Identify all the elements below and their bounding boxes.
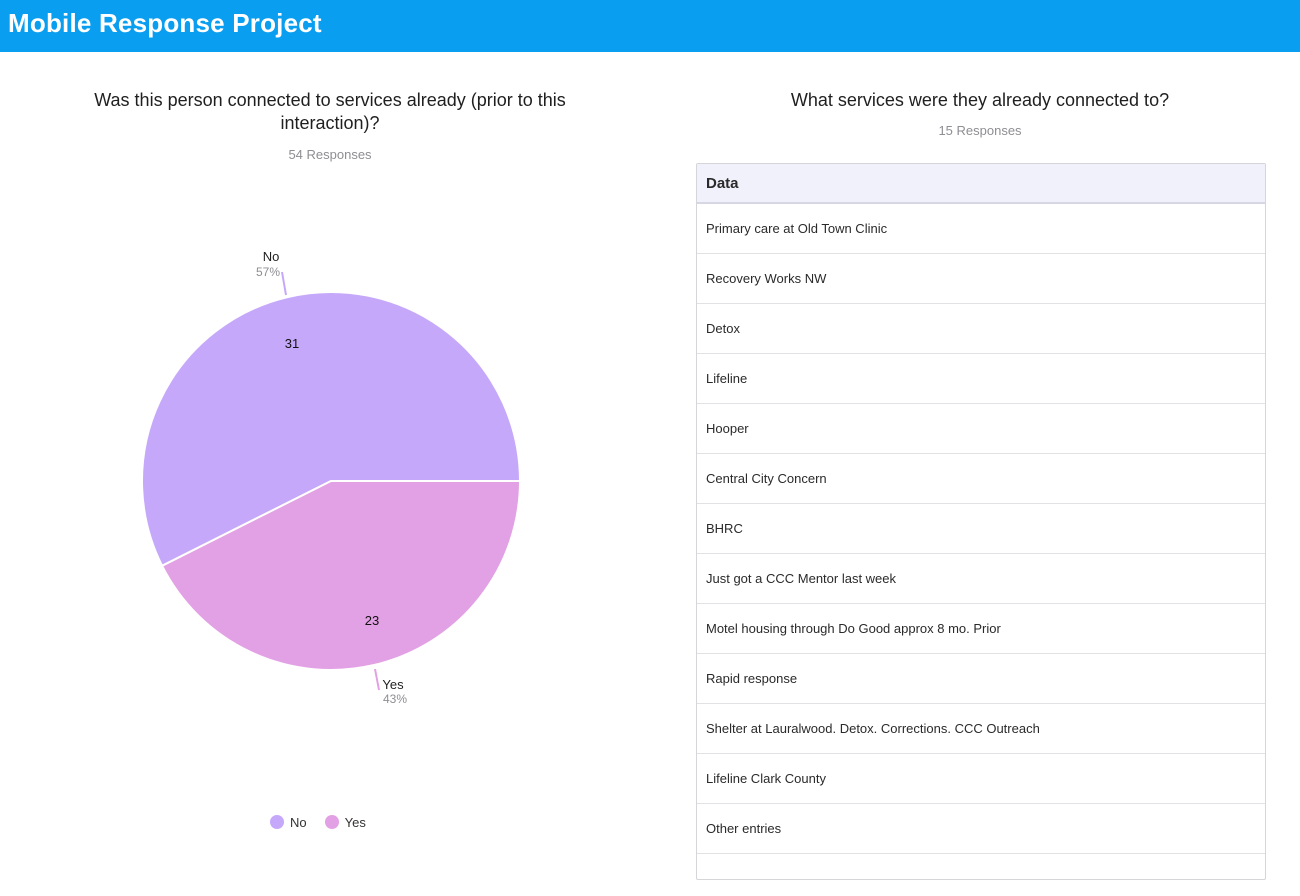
legend-swatch-yes: [324, 815, 339, 829]
header-bar: Mobile Response Project: [0, 0, 1300, 52]
leader-line-yes: [374, 668, 380, 691]
pie-response-count: 54 Responses: [288, 147, 372, 162]
pie-slice-yes[interactable]: [160, 480, 522, 671]
table-body: Primary care at Old Town Clinic Recovery …: [697, 204, 1265, 879]
app-title: Mobile Response Project: [8, 8, 322, 38]
table-row: BHRC: [697, 504, 1265, 554]
table-column-header: Data: [697, 164, 1265, 204]
table-row: Lifeline: [697, 354, 1265, 404]
slice-value-yes: 23: [365, 613, 379, 628]
slice-percent-yes: 43%: [383, 692, 407, 706]
table-row: Lifeline Clark County: [697, 754, 1265, 804]
table-row: Hooper: [697, 404, 1265, 454]
slice-value-no: 31: [285, 336, 299, 351]
table-row: Other entries: [697, 804, 1265, 854]
table-row: Shelter at Lauralwood. Detox. Correction…: [697, 704, 1265, 754]
responses-table: Data Primary care at Old Town Clinic Reco…: [696, 163, 1266, 880]
leader-line-no: [281, 271, 287, 296]
legend-swatch-no: [270, 815, 284, 829]
slice-percent-no: 57%: [256, 265, 280, 279]
legend-item-yes[interactable]: Yes: [324, 814, 366, 830]
table-row: Primary care at Old Town Clinic: [697, 204, 1265, 254]
table-response-count: 15 Responses: [938, 123, 1022, 138]
slice-label-no: No: [263, 249, 280, 264]
pie-slice-no[interactable]: [141, 291, 522, 568]
table-row: Detox: [697, 304, 1265, 354]
slice-label-yes: Yes: [382, 677, 404, 692]
legend-item-no[interactable]: No: [270, 815, 307, 830]
table-row: Central City Concern: [697, 454, 1265, 504]
table-row: Recovery Works NW: [697, 254, 1265, 304]
pie-chart-title: Was this person connected to services al…: [94, 90, 566, 133]
table-row: Just got a CCC Mentor last week: [697, 554, 1265, 604]
legend-label-yes: Yes: [344, 814, 366, 830]
table-row: Motel housing through Do Good approx 8 m…: [697, 604, 1265, 654]
legend-label-no: No: [290, 814, 307, 830]
table-row: Rapid response: [697, 654, 1265, 704]
table-panel-title: What services were they already connecte…: [790, 90, 1170, 110]
chart-legend: No Yes: [270, 812, 366, 832]
table-row: [697, 854, 1265, 879]
